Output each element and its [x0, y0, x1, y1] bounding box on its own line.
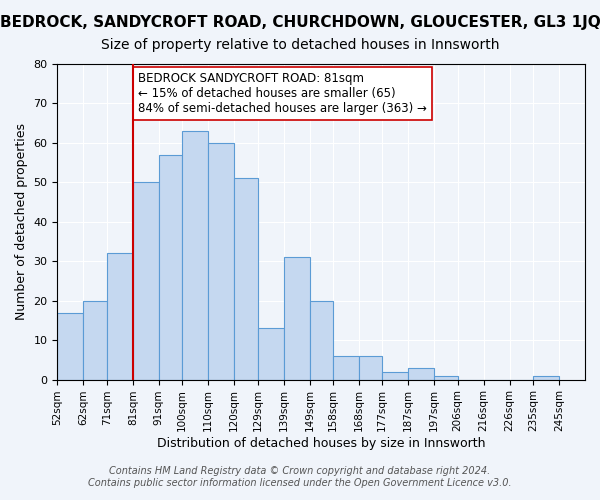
Bar — [284, 258, 310, 380]
Bar — [159, 154, 182, 380]
Bar — [257, 328, 284, 380]
Bar — [382, 372, 408, 380]
Bar — [533, 376, 559, 380]
Bar — [359, 356, 382, 380]
Bar — [310, 300, 333, 380]
Bar — [133, 182, 159, 380]
Bar — [83, 300, 107, 380]
Text: Contains HM Land Registry data © Crown copyright and database right 2024.
Contai: Contains HM Land Registry data © Crown c… — [88, 466, 512, 487]
Bar — [58, 312, 83, 380]
Text: BEDROCK, SANDYCROFT ROAD, CHURCHDOWN, GLOUCESTER, GL3 1JQ: BEDROCK, SANDYCROFT ROAD, CHURCHDOWN, GL… — [0, 15, 600, 30]
Y-axis label: Number of detached properties: Number of detached properties — [15, 124, 28, 320]
Bar — [408, 368, 434, 380]
Bar — [234, 178, 257, 380]
Bar — [107, 254, 133, 380]
Text: Size of property relative to detached houses in Innsworth: Size of property relative to detached ho… — [101, 38, 499, 52]
Bar — [208, 143, 234, 380]
Bar — [434, 376, 458, 380]
X-axis label: Distribution of detached houses by size in Innsworth: Distribution of detached houses by size … — [157, 437, 485, 450]
Bar — [182, 131, 208, 380]
Text: BEDROCK SANDYCROFT ROAD: 81sqm
← 15% of detached houses are smaller (65)
84% of : BEDROCK SANDYCROFT ROAD: 81sqm ← 15% of … — [138, 72, 427, 115]
Bar — [333, 356, 359, 380]
